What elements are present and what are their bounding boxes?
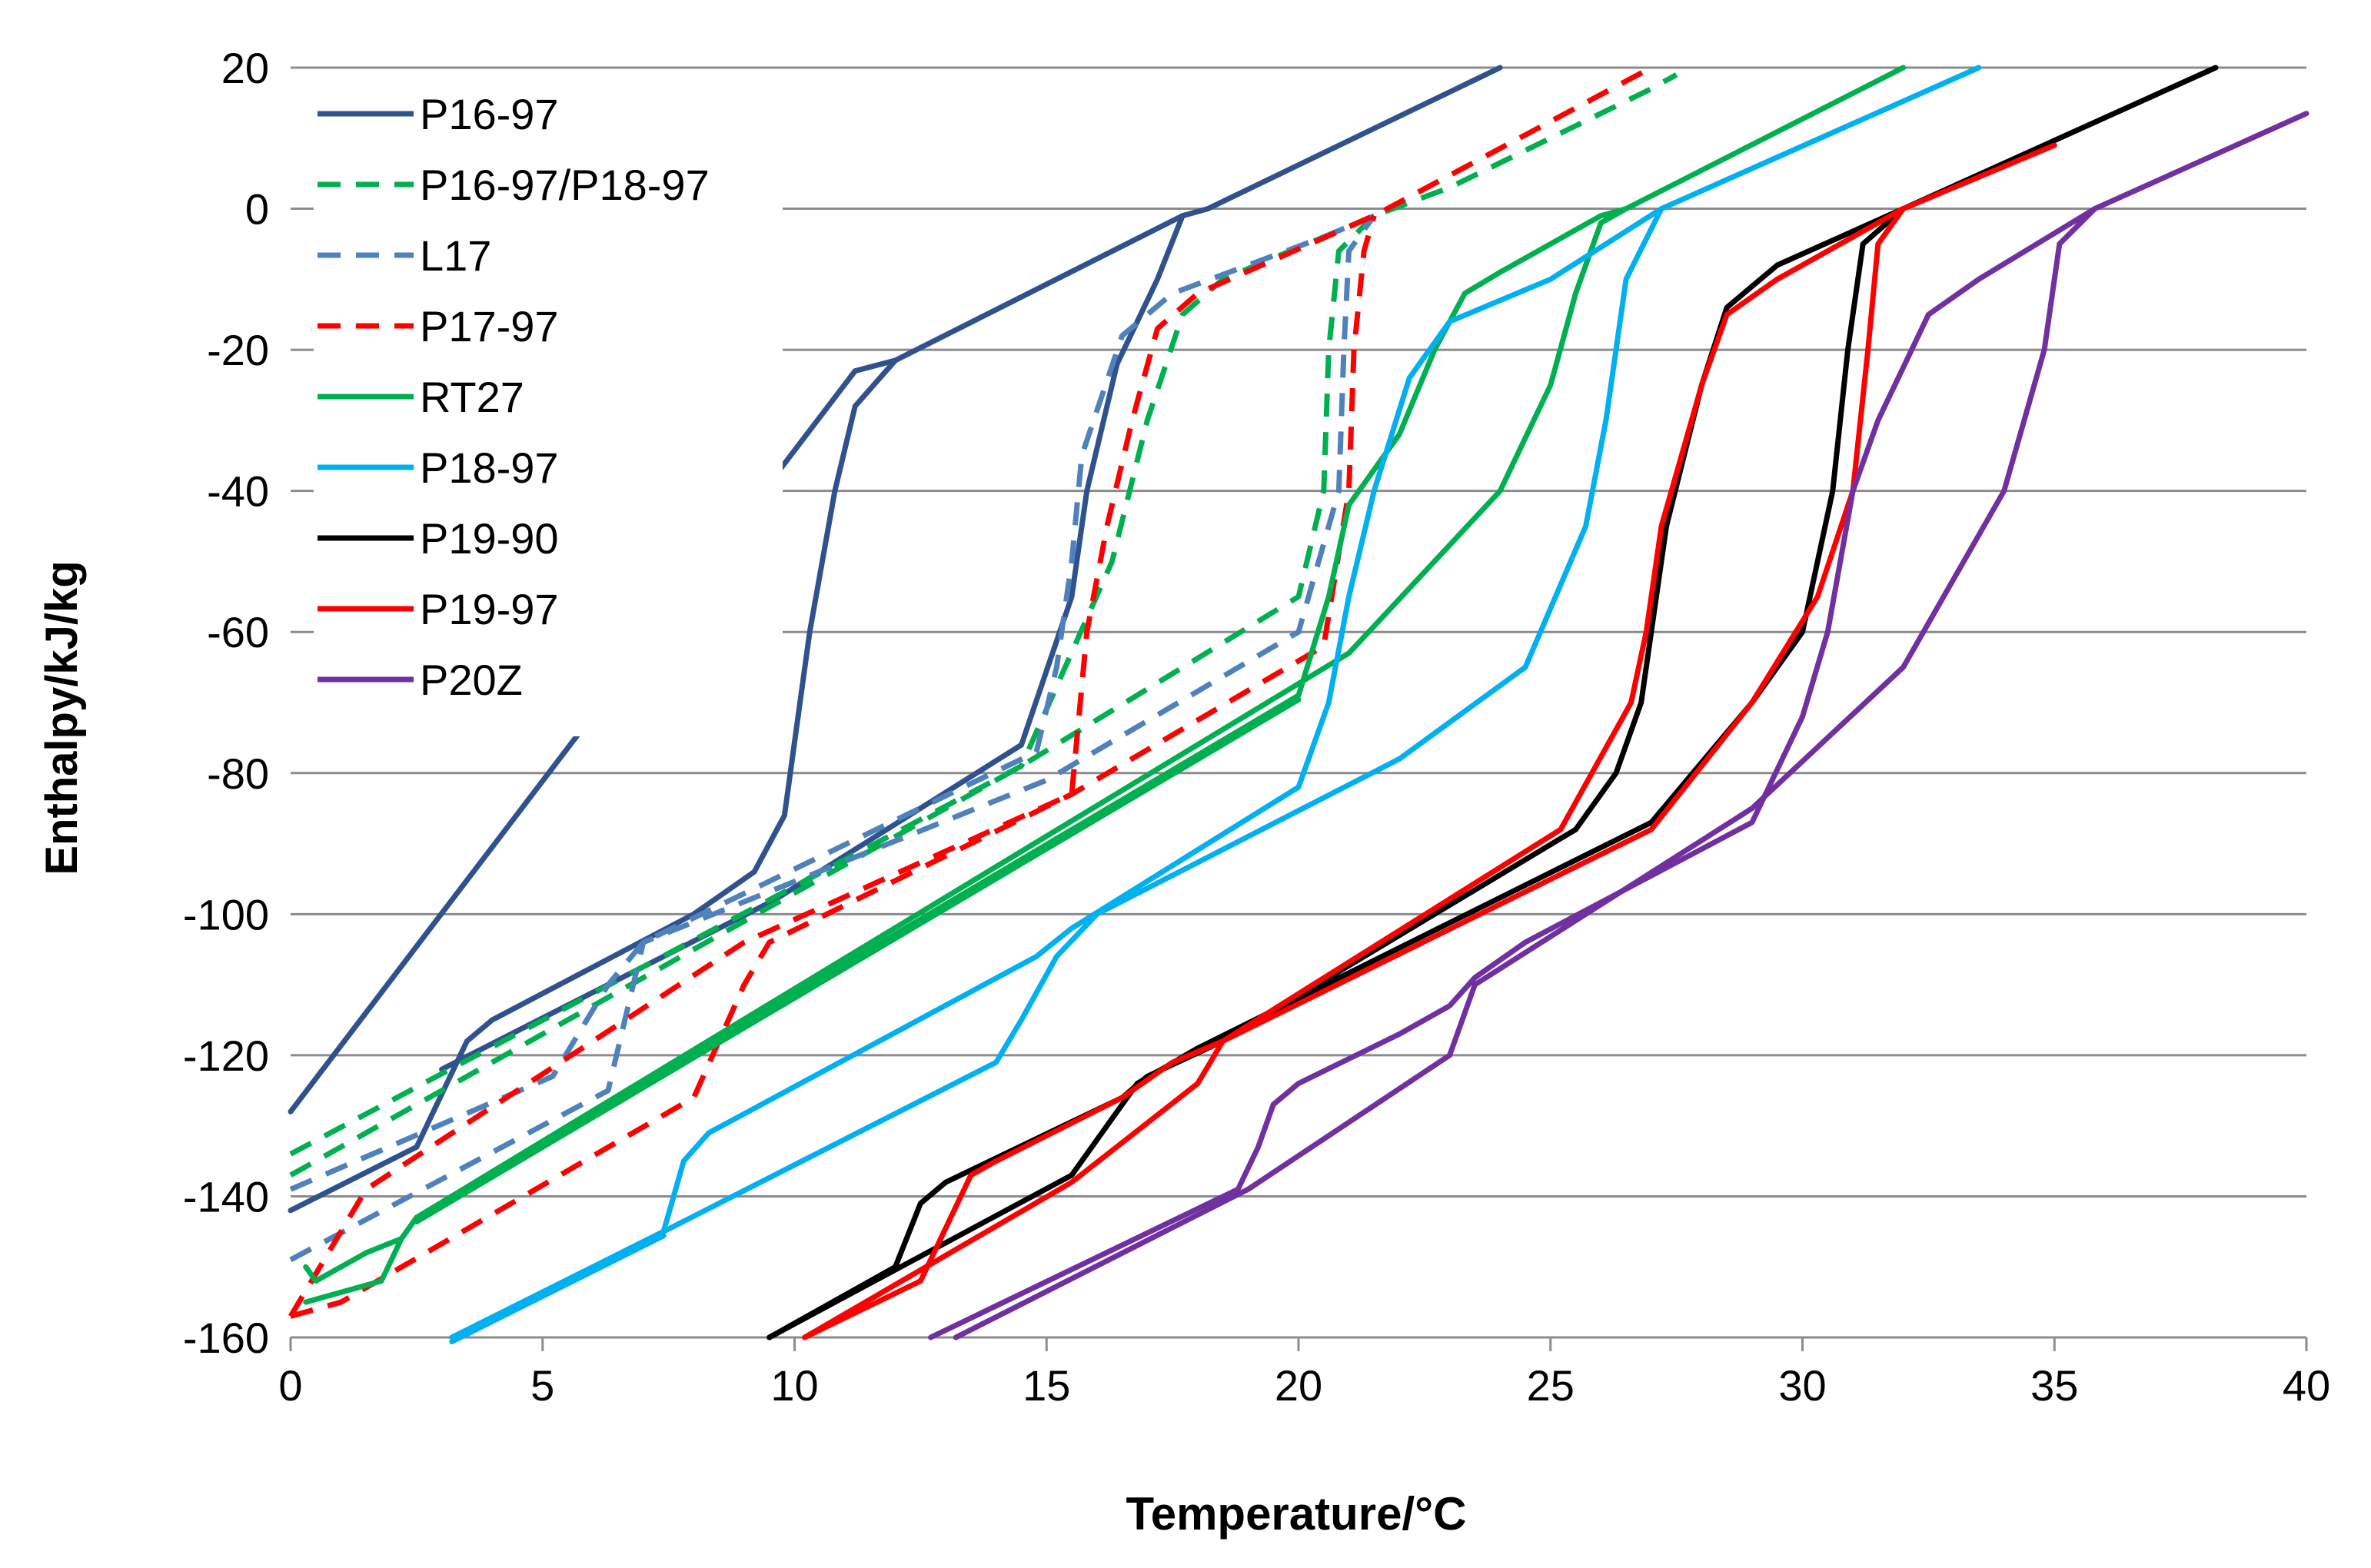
x-tick-label-2: 10 bbox=[770, 1361, 818, 1410]
x-tick-label-5: 25 bbox=[1527, 1361, 1575, 1410]
y-tick-label-5: -60 bbox=[207, 608, 269, 656]
series-8 bbox=[928, 111, 2309, 1340]
series-4-curve-0 bbox=[303, 65, 1907, 1284]
y-tick-label-4: -80 bbox=[207, 749, 269, 798]
axes bbox=[289, 1336, 2308, 1351]
legend-label-4: RT27 bbox=[420, 373, 524, 421]
legend-label-1: P16-97/P18-97 bbox=[420, 161, 710, 209]
legend-label-2: L17 bbox=[420, 231, 491, 280]
y-tick-label-0: -160 bbox=[183, 1314, 269, 1362]
y-tick-label-8: 0 bbox=[245, 185, 269, 234]
legend-label-8: P20Z bbox=[420, 656, 523, 704]
y-tick-label-2: -120 bbox=[183, 1031, 269, 1080]
series-5 bbox=[449, 65, 1982, 1344]
series-1-curve-0 bbox=[289, 72, 1678, 1157]
x-tick-label-6: 30 bbox=[1778, 1361, 1826, 1410]
y-tick-label-6: -40 bbox=[207, 467, 269, 516]
series-2-curve-1 bbox=[289, 214, 1377, 1263]
tick-labels: 0 5 10 15 20 25 30 35 40 -160 -140 -120 -100 -80 -60 -4… bbox=[183, 44, 2330, 1410]
y-axis-title: Enthalpy/kJ/kg bbox=[37, 560, 87, 875]
series-7 bbox=[802, 142, 2057, 1340]
legend-label-6: P19-90 bbox=[420, 514, 559, 563]
series-1-curve-1 bbox=[289, 214, 1376, 1178]
series-lines bbox=[288, 65, 2309, 1344]
legend-label-3: P17-97 bbox=[420, 302, 559, 350]
series-0-curve-1 bbox=[288, 357, 899, 1214]
series-7-curve-1 bbox=[802, 206, 1907, 1340]
series-5-curve-0 bbox=[449, 65, 1982, 1340]
legend-label-7: P19-97 bbox=[420, 585, 559, 633]
series-2-curve-0 bbox=[289, 213, 1375, 1192]
series-6-curve-0 bbox=[767, 65, 2219, 1340]
x-tick-label-7: 35 bbox=[2030, 1361, 2078, 1410]
series-5-curve-1 bbox=[449, 206, 1664, 1340]
x-tick-label-1: 5 bbox=[530, 1361, 554, 1410]
y-tick-label-7: -20 bbox=[207, 326, 269, 374]
legend-label-5: P18-97 bbox=[420, 443, 559, 492]
x-tick-label-3: 15 bbox=[1023, 1361, 1070, 1410]
x-tick-label-0: 0 bbox=[278, 1361, 302, 1410]
series-3-curve-1 bbox=[290, 214, 1377, 1319]
series-3 bbox=[288, 65, 1653, 1319]
legend: P16-97 P16-97/P18-97 L17 P17-97 RT27 P18-97 P1… bbox=[314, 85, 783, 736]
y-tick-label-9: 20 bbox=[221, 44, 269, 92]
x-axis-title: Temperature/°C bbox=[1126, 1488, 1467, 1540]
x-tick-label-8: 40 bbox=[2283, 1361, 2330, 1410]
series-5-curve-2 bbox=[449, 1233, 667, 1344]
y-tick-label-3: -100 bbox=[183, 890, 269, 938]
legend-background bbox=[314, 85, 783, 736]
series-3-curve-0 bbox=[288, 65, 1653, 1318]
series-4-curve-2 bbox=[414, 696, 1302, 1224]
series-1 bbox=[289, 72, 1678, 1178]
series-8-curve-1 bbox=[953, 206, 2098, 1340]
x-tick-label-4: 20 bbox=[1275, 1361, 1322, 1410]
y-tick-label-1: -140 bbox=[183, 1172, 269, 1221]
legend-label-0: P16-97 bbox=[420, 90, 559, 138]
series-2 bbox=[289, 213, 1377, 1263]
series-7-curve-0 bbox=[802, 142, 2057, 1340]
